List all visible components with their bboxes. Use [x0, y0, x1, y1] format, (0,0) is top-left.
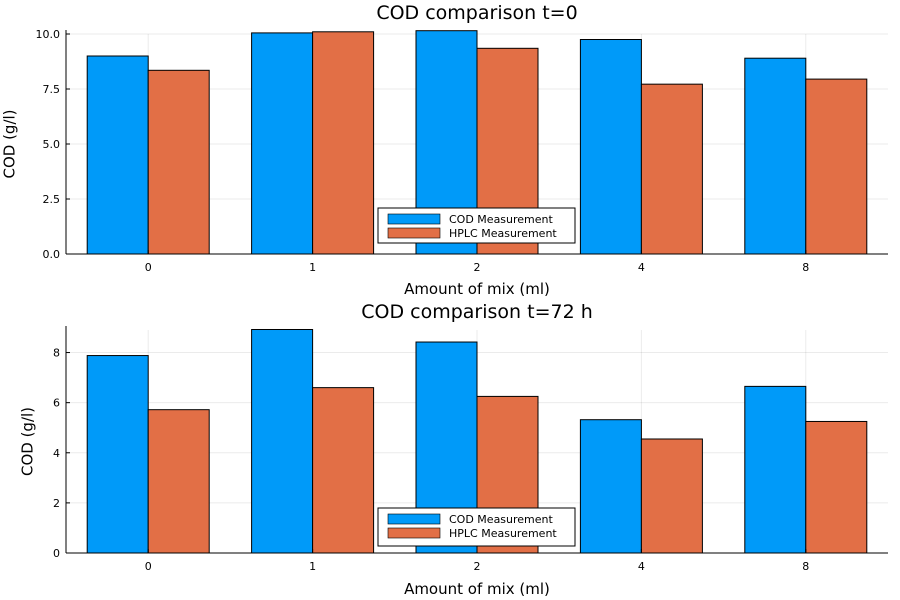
- bar-hplc-measurement-1: [312, 31, 375, 255]
- y-tick-label: 5.0: [43, 138, 61, 151]
- y-tick-label: 0.0: [43, 248, 61, 261]
- bar-hplc-measurement-4: [640, 438, 703, 554]
- y-tick-label: 2: [53, 497, 60, 510]
- legend-label: HPLC Measurement: [449, 527, 557, 540]
- bar-hplc-measurement-0: [147, 69, 210, 255]
- bar-hplc-measurement-0: [147, 409, 210, 554]
- subplot-2: 0 2 4 6 8 0 1 2 4 8 COD comparison t=72 h Amount of…: [19, 301, 888, 598]
- bar-hplc-measurement-4: [640, 83, 703, 255]
- x-tick-label: 8: [802, 560, 809, 573]
- bar-cod-measurement-8: [744, 57, 807, 255]
- y-tick-label: 4: [53, 447, 60, 460]
- bar-hplc-measurement-8: [805, 78, 868, 255]
- legend-swatch: [387, 513, 441, 525]
- y-tick-label: 6: [53, 397, 60, 410]
- bar-cod-measurement-4: [579, 39, 642, 255]
- bar-hplc-measurement-1: [312, 387, 375, 554]
- bar-cod-measurement-4: [579, 419, 642, 554]
- legend-swatch: [387, 227, 441, 239]
- x-axis-label: Amount of mix (ml): [404, 280, 550, 298]
- bar-cod-measurement-1: [251, 328, 314, 554]
- bar-hplc-measurement-8: [805, 420, 868, 554]
- x-tick-label: 0: [145, 261, 152, 274]
- bar-cod-measurement-1: [251, 32, 314, 255]
- legend-label: COD Measurement: [449, 213, 554, 226]
- y-tick-label: 2.5: [43, 193, 61, 206]
- x-axis-label: Amount of mix (ml): [404, 580, 550, 598]
- x-tick-label: 0: [145, 560, 152, 573]
- y-tick-label: 8: [53, 347, 60, 360]
- legend-label: HPLC Measurement: [449, 227, 557, 240]
- chart-title: COD comparison t=0: [376, 2, 577, 24]
- bar-cod-measurement-0: [86, 55, 149, 255]
- bar-cod-measurement-0: [86, 355, 149, 554]
- legend-swatch: [387, 527, 441, 539]
- y-tick-label: 10.0: [36, 28, 61, 41]
- bar-cod-measurement-8: [744, 385, 807, 554]
- subplot-1: 0.0 2.5 5.0 7.5 10.0 0 1 2 4 8 COD comparison t=0 A…: [1, 2, 888, 298]
- y-axis-label: COD (g/l): [1, 109, 19, 178]
- x-tick-label: 1: [309, 261, 316, 274]
- x-tick-label: 4: [638, 261, 645, 274]
- legend-label: COD Measurement: [449, 513, 554, 526]
- chart-title: COD comparison t=72 h: [361, 301, 593, 323]
- x-tick-label: 1: [309, 560, 316, 573]
- x-tick-label: 2: [474, 261, 481, 274]
- x-tick-label: 8: [802, 261, 809, 274]
- y-axis-label: COD (g/l): [19, 407, 37, 476]
- x-tick-label: 2: [474, 560, 481, 573]
- y-tick-label: 7.5: [43, 83, 61, 96]
- y-tick-label: 0: [53, 547, 60, 560]
- legend-swatch: [387, 213, 441, 225]
- x-tick-label: 4: [638, 560, 645, 573]
